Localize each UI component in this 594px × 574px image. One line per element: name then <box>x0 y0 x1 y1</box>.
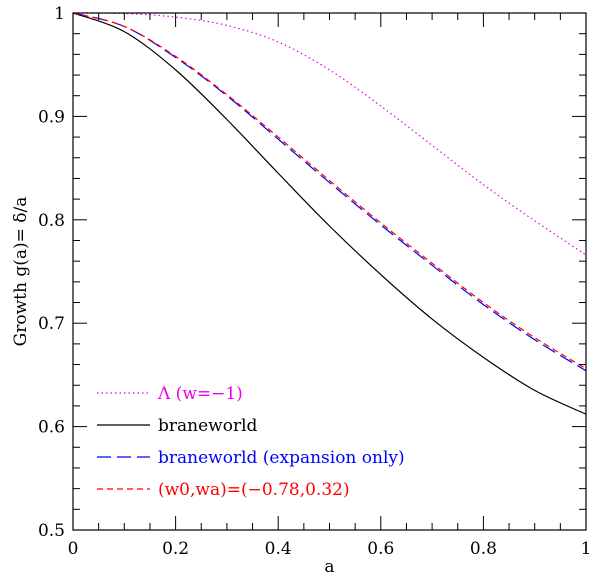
x-tick-label: 0.8 <box>470 539 497 559</box>
x-axis-label: a <box>324 557 334 574</box>
y-tick-label: 0.6 <box>38 418 65 438</box>
y-tick-label: 0.5 <box>38 521 65 541</box>
x-tick-label: 0.4 <box>265 539 292 559</box>
legend-label-braneworld-expansion-only: braneworld (expansion only) <box>158 448 405 468</box>
series-line-braneworld <box>72 12 587 415</box>
series-line-w0-wa-fit <box>72 12 587 370</box>
legend: Λ (w=−1) braneworld braneworld (expansion … <box>97 384 405 500</box>
y-tick-label: 0.8 <box>38 211 65 231</box>
legend-label-lambda: Λ (w=−1) <box>157 384 243 404</box>
x-tick-label: 0.2 <box>162 539 189 559</box>
x-tick-label: 0.6 <box>367 539 394 559</box>
legend-label-w0-wa-fit: (w0,wa)=(−0.78,0.32) <box>158 480 350 500</box>
y-axis-label: Growth g(a)= δ/a <box>11 197 31 347</box>
series-layer <box>72 12 587 415</box>
y-tick-label: 0.9 <box>38 107 65 127</box>
legend-label-braneworld: braneworld <box>158 416 258 436</box>
x-tick-label: 1 <box>581 539 592 559</box>
ticks-layer: 0 0.2 0.4 0.6 0.8 1 0.5 0.6 0.7 0.8 0.9 1 <box>38 4 591 559</box>
series-line-braneworld-expansion-only <box>72 12 587 372</box>
x-tick-label: 0 <box>68 539 79 559</box>
y-tick-label: 1 <box>54 4 65 24</box>
y-tick-label: 0.7 <box>38 314 65 334</box>
